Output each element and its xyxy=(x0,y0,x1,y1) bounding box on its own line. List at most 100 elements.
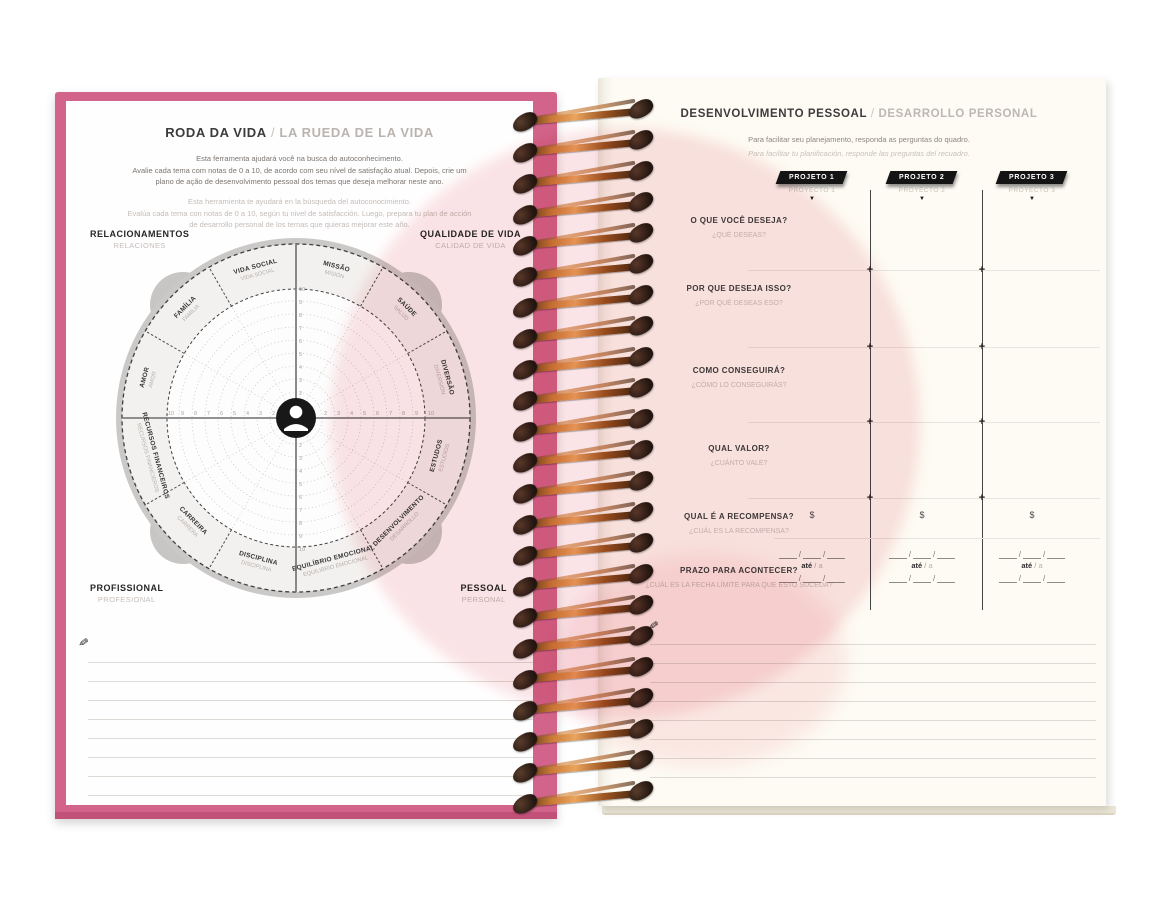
wheel-scale-number: 5 xyxy=(233,411,236,417)
cross-mark: + xyxy=(866,341,874,353)
ruled-line xyxy=(650,720,1096,721)
question-what-value: QUAL VALOR? ¿CUÁNTO VALE? xyxy=(708,444,770,467)
date-blank: / / xyxy=(980,548,1084,559)
question-why-do-you-want-it: POR QUE DESEJA ISSO? ¿POR QUÉ DESEAS ESO… xyxy=(686,284,792,307)
project-3-header: PROJETO 3 PROYECTO 3 ▼ xyxy=(977,166,1087,202)
row-separator xyxy=(748,270,1100,271)
ruled-line xyxy=(650,644,1096,645)
date-blank: / / xyxy=(870,548,974,559)
date-blank: / / xyxy=(760,572,864,583)
title-pt: RODA DA VIDA xyxy=(165,125,267,140)
date-range-field: / / até / a / / xyxy=(980,548,1084,583)
cross-mark: + xyxy=(978,492,986,504)
date-until-label: até / a xyxy=(911,561,933,570)
ruled-line xyxy=(650,682,1096,683)
question-how-will-you-achieve: COMO CONSEGUIRÁ? ¿CÓMO LO CONSEGUIRÁS? xyxy=(691,366,787,389)
date-range-field: / / até / a / / xyxy=(760,548,864,583)
title-divider: / xyxy=(266,125,280,140)
wheel-scale-number: 6 xyxy=(376,411,379,417)
project-1-es: PROYECTO 1 xyxy=(788,187,836,194)
wheel-of-life-diagram: 1111222233334444555566667777888899991010… xyxy=(116,238,476,598)
ruled-line xyxy=(650,758,1096,759)
pencil-icon: ✎ xyxy=(645,618,661,632)
wheel-scale-number: 4 xyxy=(350,411,353,417)
wheel-scale-number: 6 xyxy=(220,411,223,417)
wheel-scale-number: 3 xyxy=(337,411,340,417)
project-3-tab: PROJETO 3 xyxy=(995,171,1069,184)
row-separator xyxy=(748,422,1100,423)
intro-pt-line: Esta ferramenta ajudará você na busca do… xyxy=(196,154,403,163)
cross-mark: + xyxy=(978,416,986,428)
ruled-line xyxy=(88,700,533,701)
ruled-line xyxy=(88,757,533,758)
project-1-header: PROJETO 1 PROYECTO 1 ▼ xyxy=(757,166,867,202)
project-3-es: PROYECTO 3 xyxy=(1008,187,1056,194)
wheel-scale-number: 5 xyxy=(299,482,302,488)
intro-paragraph-es: Esta herramienta te ayudará en la búsque… xyxy=(66,196,533,231)
date-until-label: até / a xyxy=(801,561,823,570)
wheel-scale-number: 7 xyxy=(207,411,210,417)
title-pt: DESENVOLVIMENTO PESSOAL xyxy=(680,108,868,120)
wheel-scale-number: 4 xyxy=(299,469,302,475)
row-separator xyxy=(748,347,1100,348)
ruled-line xyxy=(88,662,533,663)
intro-es-line: Evalúa cada tema con notas de 0 a 10, se… xyxy=(127,208,472,218)
quadrant-label-profissional: PROFISSIONAL PROFESIONAL xyxy=(90,583,164,604)
date-blank: / / xyxy=(980,572,1084,583)
wheel-scale-number: 2 xyxy=(299,391,302,397)
wheel-scale-number: 3 xyxy=(299,378,302,384)
cross-mark: + xyxy=(978,341,986,353)
row-separator xyxy=(748,498,1100,499)
cross-mark: + xyxy=(866,492,874,504)
wheel-scale-number: 2 xyxy=(299,443,302,449)
left-page: RODA DA VIDA / LA RUEDA DE LA VIDA Esta … xyxy=(55,92,557,819)
page-stack-edge xyxy=(602,806,1116,815)
title-divider: / xyxy=(867,108,879,120)
intro-paragraph-pt: Esta ferramenta ajudará você na busca do… xyxy=(66,153,533,188)
wheel-scale-number: 4 xyxy=(299,365,302,371)
project-2-tab: PROJETO 2 xyxy=(885,171,959,184)
wheel-scale-number: 6 xyxy=(299,495,302,501)
wheel-scale-number: 10 xyxy=(299,547,305,553)
cross-mark: + xyxy=(866,264,874,276)
column-divider xyxy=(982,190,984,610)
wheel-scale-number: 4 xyxy=(246,411,249,417)
ruled-line xyxy=(650,777,1096,778)
ruled-line xyxy=(650,739,1096,740)
date-until-label: até / a xyxy=(1021,561,1043,570)
currency-symbol: $ xyxy=(919,510,925,520)
column-divider xyxy=(870,190,872,610)
ruled-line xyxy=(650,701,1096,702)
ruled-line xyxy=(88,738,533,739)
wheel-scale-number: 8 xyxy=(402,411,405,417)
currency-symbol: $ xyxy=(809,510,815,520)
wheel-scale-number: 10 xyxy=(299,287,305,293)
wheel-scale-number: 9 xyxy=(299,534,302,540)
left-page-cover-edge xyxy=(55,812,557,819)
wheel-scale-number: 2 xyxy=(324,411,327,417)
wheel-scale-number: 8 xyxy=(194,411,197,417)
arrow-down-icon: ▼ xyxy=(919,196,925,202)
person-icon xyxy=(276,398,316,438)
ruled-line xyxy=(88,719,533,720)
intro-pt-line: Avalie cada tema com notas de 0 a 10, de… xyxy=(132,165,467,175)
pencil-icon: ✎ xyxy=(75,635,91,649)
wheel-scale-number: 8 xyxy=(299,313,302,319)
svg-text:AMOR: AMOR xyxy=(148,371,158,389)
cross-mark: + xyxy=(866,416,874,428)
ruled-line xyxy=(88,795,533,796)
wheel-scale-number: 8 xyxy=(299,521,302,527)
wheel-scale-number: 5 xyxy=(299,352,302,358)
project-1-tab: PROJETO 1 xyxy=(775,171,849,184)
wheel-scale-number: 7 xyxy=(389,411,392,417)
ruled-line xyxy=(88,776,533,777)
wheel-scale-number: 10 xyxy=(168,411,174,417)
left-page-title: RODA DA VIDA / LA RUEDA DE LA VIDA xyxy=(66,125,533,140)
right-page-title: DESENVOLVIMENTO PESSOAL / DESARROLLO PER… xyxy=(618,108,1100,120)
wheel-scale-number: 9 xyxy=(181,411,184,417)
arrow-down-icon: ▼ xyxy=(809,196,815,202)
wheel-scale-number: 7 xyxy=(299,326,302,332)
project-2-header: PROJETO 2 PROYECTO 2 ▼ xyxy=(867,166,977,202)
wheel-scale-number: 5 xyxy=(363,411,366,417)
